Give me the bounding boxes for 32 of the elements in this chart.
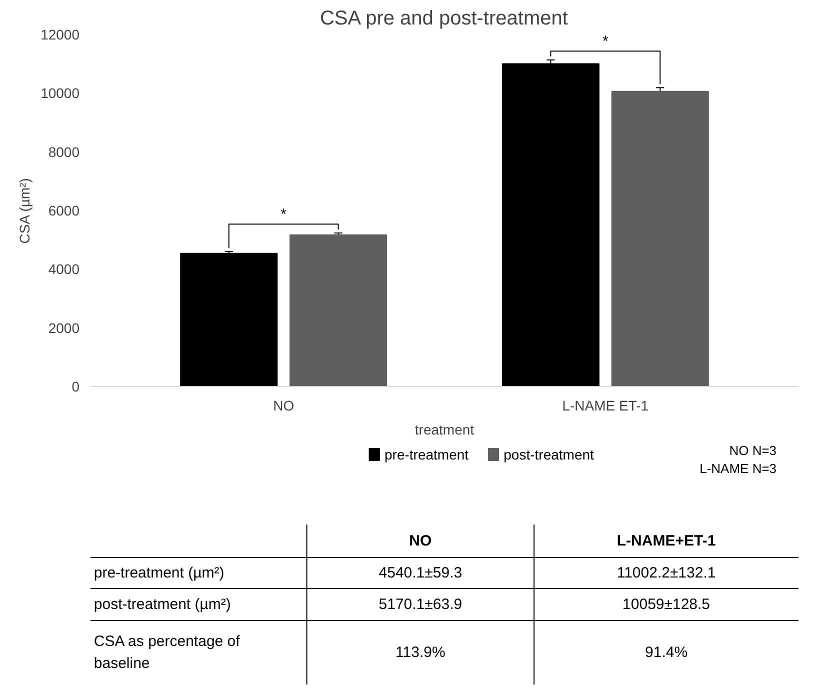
x-tick-label: L-NAME ET-1 xyxy=(562,398,649,414)
chart-title: CSA pre and post-treatment xyxy=(320,8,568,30)
bar xyxy=(180,252,278,386)
y-tick-label: 2000 xyxy=(48,320,80,336)
data-label: 10059±128.5 xyxy=(622,596,710,613)
annotation: * xyxy=(602,33,608,50)
y-tick-label: 12000 xyxy=(40,26,80,42)
y-axis-title: CSA (µm²) xyxy=(16,178,33,244)
data-label: 4540.1±59.3 xyxy=(378,564,462,582)
legend-label: pre-treatment xyxy=(384,446,469,462)
text: NO xyxy=(409,532,432,550)
data-label: 11002.2±132.1 xyxy=(616,564,716,582)
data-label: 5170.1±63.9 xyxy=(378,596,462,613)
text: NO N=3 xyxy=(729,443,777,458)
y-tick-label: 8000 xyxy=(48,144,80,160)
bar xyxy=(290,234,388,386)
text: L-NAME+ET-1 xyxy=(616,532,716,550)
text: L-NAME N=3 xyxy=(700,461,777,476)
text: CSA as percentage of baseline xyxy=(94,633,241,672)
bar xyxy=(502,63,600,386)
text: 91.4% xyxy=(645,644,688,661)
y-tick-label: 10000 xyxy=(40,85,80,102)
y-tick-label: 0 xyxy=(72,378,80,394)
annotation: * xyxy=(280,206,287,224)
x-axis-title: treatment xyxy=(414,422,474,438)
text: pre-treatment (µm²) xyxy=(94,564,224,582)
text: post-treatment (µm²) xyxy=(94,596,231,613)
y-tick-label: 4000 xyxy=(48,261,80,278)
legend-label: post-treatment xyxy=(504,446,594,462)
y-tick-label: 6000 xyxy=(48,202,80,218)
bar xyxy=(611,90,709,386)
text: 113.9% xyxy=(396,644,446,661)
